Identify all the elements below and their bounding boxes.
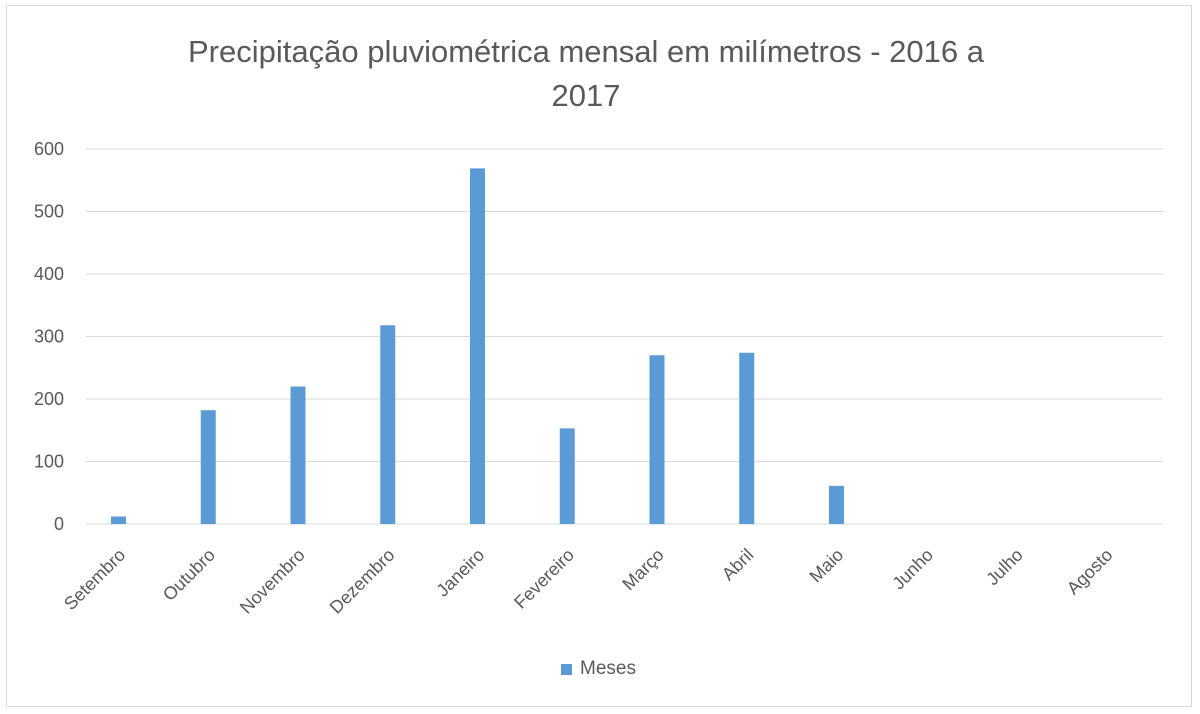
x-tick-label-dezembro: Dezembro: [326, 545, 399, 618]
bar-dezembro: [380, 325, 396, 524]
y-tick-label-100: 100: [34, 452, 64, 472]
chart-title-line-1: Precipitação pluviométrica mensal em mil…: [188, 34, 984, 69]
bars: [111, 168, 844, 524]
bar-novembro: [290, 386, 306, 524]
y-tick-label-600: 600: [34, 139, 64, 159]
y-tick-label-0: 0: [54, 514, 64, 534]
x-tick-label-setembro: Setembro: [60, 545, 129, 614]
legend: Meses: [561, 657, 636, 681]
x-tick-label-outubro: Outubro: [159, 545, 219, 605]
y-tick-label-200: 200: [34, 389, 64, 409]
bar-abril: [739, 352, 755, 524]
legend-swatch-meses: [561, 663, 572, 675]
x-tick-label-julho: Julho: [982, 545, 1027, 590]
bar-março: [649, 355, 665, 524]
y-tick-label-500: 500: [34, 202, 64, 222]
legend-label-meses: Meses: [580, 658, 636, 679]
bar-maio: [829, 485, 844, 524]
y-axis-tick-labels: 0 100 200 300 400 500 600: [34, 139, 64, 534]
x-tick-label-fevereiro: Fevereiro: [510, 545, 578, 613]
x-tick-label-junho: Junho: [888, 545, 937, 594]
y-tick-label-400: 400: [34, 264, 64, 284]
x-tick-label-março: Março: [618, 545, 668, 595]
chart-frame: [6, 5, 1192, 707]
bar-setembro: [111, 516, 126, 524]
x-tick-label-maio: Maio: [806, 545, 848, 587]
y-tick-label-300: 300: [34, 327, 64, 347]
bar-janeiro: [470, 168, 485, 524]
chart-title-line-2: 2017: [551, 78, 621, 113]
x-tick-label-novembro: Novembro: [236, 545, 309, 618]
x-tick-label-janeiro: Janeiro: [432, 545, 488, 601]
bar-outubro: [200, 410, 216, 524]
x-tick-label-abril: Abril: [718, 545, 758, 585]
gridlines: [86, 148, 1163, 525]
x-axis-tick-labels: Setembro Outubro Novembro Dezembro Janeiro Fe…: [60, 545, 1117, 618]
x-tick-label-agosto: Agosto: [1063, 545, 1117, 599]
chart-title: Precipitação pluviométrica mensal em mil…: [0, 30, 1172, 118]
bar-fevereiro: [559, 428, 575, 524]
